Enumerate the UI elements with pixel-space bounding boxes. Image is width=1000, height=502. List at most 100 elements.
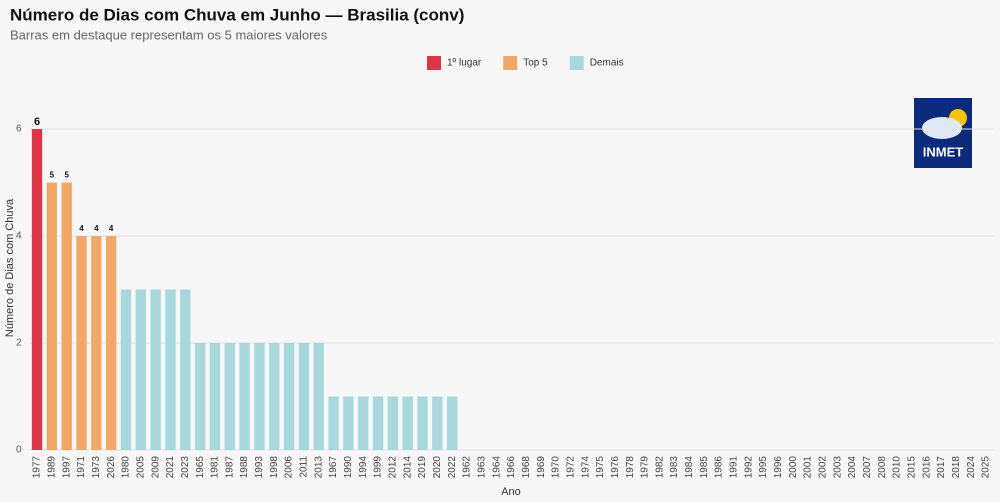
x-tick-label: 1983 xyxy=(669,456,680,479)
bar xyxy=(91,236,102,450)
x-tick-label: 2020 xyxy=(432,456,443,479)
x-tick-label: 1993 xyxy=(254,456,265,479)
legend-swatch xyxy=(427,56,441,70)
bar xyxy=(165,289,176,450)
bar xyxy=(446,396,458,450)
x-tick-label: 2009 xyxy=(150,456,161,479)
bar xyxy=(239,343,250,450)
legend-label: Demais xyxy=(590,58,624,69)
logo: INMET xyxy=(914,98,972,168)
x-tick-label: 2003 xyxy=(832,456,843,479)
bar xyxy=(194,343,206,450)
x-tick-label: 1985 xyxy=(699,456,710,479)
x-tick-label: 2002 xyxy=(818,456,829,479)
bar xyxy=(76,236,87,450)
bar xyxy=(328,396,339,450)
legend-label: Top 5 xyxy=(523,58,548,69)
x-tick-label: 1979 xyxy=(640,456,651,479)
x-tick-label: 1972 xyxy=(565,456,576,479)
x-tick-label: 1976 xyxy=(610,456,621,479)
data-label: 4 xyxy=(79,224,84,233)
x-tick-label: 1969 xyxy=(536,456,547,479)
x-tick-label: 2001 xyxy=(803,456,814,479)
logo-text: INMET xyxy=(923,144,964,159)
x-tick-label: 2004 xyxy=(847,456,858,479)
x-tick-label: 1966 xyxy=(506,456,517,479)
data-label: 6 xyxy=(34,116,40,128)
x-tick-label: 2023 xyxy=(180,456,191,479)
x-tick-label: 1967 xyxy=(328,456,339,479)
bar xyxy=(31,129,43,451)
x-tick-label: 1980 xyxy=(121,456,132,479)
x-tick-label: 1995 xyxy=(758,456,769,479)
x-tick-label: 1965 xyxy=(195,456,206,479)
y-tick-label: 4 xyxy=(16,231,22,242)
x-tick-label: 2014 xyxy=(402,456,413,479)
data-label: 4 xyxy=(94,224,99,233)
x-tick-label: 1997 xyxy=(61,456,72,479)
logo-cloud xyxy=(922,117,962,139)
x-tick-label: 1974 xyxy=(580,456,591,479)
x-tick-label: 1990 xyxy=(343,456,354,479)
x-tick-label: 1996 xyxy=(773,456,784,479)
x-tick-label: 2026 xyxy=(106,456,117,479)
x-tick-label: 1962 xyxy=(462,456,473,479)
bar xyxy=(46,182,58,451)
bar xyxy=(269,343,280,450)
x-tick-label: 1977 xyxy=(32,456,43,479)
x-tick-label: 2011 xyxy=(299,456,310,478)
x-tick-label: 1968 xyxy=(521,456,532,479)
x-tick-label: 2012 xyxy=(388,456,399,479)
x-axis-label: Ano xyxy=(501,486,521,498)
x-tick-label: 2022 xyxy=(447,456,458,479)
x-tick-label: 2017 xyxy=(936,456,947,479)
x-tick-label: 2024 xyxy=(966,456,977,479)
x-tick-label: 1986 xyxy=(714,456,725,479)
legend-swatch xyxy=(569,56,584,70)
x-tick-label: 2015 xyxy=(906,456,917,479)
bar xyxy=(283,343,295,450)
x-tick-label: 1970 xyxy=(551,456,562,479)
x-tick-label: 1984 xyxy=(684,456,695,479)
x-tick-label: 1975 xyxy=(595,456,606,479)
x-tick-label: 1971 xyxy=(76,456,87,479)
x-tick-label: 2000 xyxy=(788,456,799,479)
data-label: 5 xyxy=(50,171,55,180)
bar xyxy=(105,236,117,450)
x-tick-label: 2013 xyxy=(313,456,324,479)
bar xyxy=(313,343,324,450)
x-tick-label: 2006 xyxy=(284,456,295,479)
bar xyxy=(180,289,191,450)
data-label: 5 xyxy=(64,171,69,180)
bar xyxy=(254,343,265,450)
bar xyxy=(298,343,310,450)
x-tick-label: 1982 xyxy=(654,456,665,479)
x-tick-label: 2007 xyxy=(862,456,873,479)
y-tick-label: 0 xyxy=(16,445,22,456)
bar xyxy=(358,396,369,450)
bar xyxy=(120,289,132,450)
x-tick-label: 2005 xyxy=(135,456,146,479)
bar xyxy=(150,289,161,450)
bar xyxy=(402,396,413,450)
bar xyxy=(343,396,354,450)
x-tick-label: 2025 xyxy=(981,456,992,479)
x-tick-label: 1988 xyxy=(239,456,250,479)
bar xyxy=(387,396,399,450)
legend-label: 1º lugar xyxy=(447,58,482,69)
x-tick-label: 1963 xyxy=(476,456,487,479)
bar xyxy=(224,343,235,450)
x-tick-label: 1991 xyxy=(729,456,740,479)
x-tick-label: 1998 xyxy=(269,456,280,479)
x-tick-label: 2019 xyxy=(417,456,428,479)
chart-subtitle: Barras em destaque representam os 5 maio… xyxy=(10,27,328,42)
y-axis-label: Número de Dias com Chuva xyxy=(4,198,16,337)
x-tick-label: 1992 xyxy=(743,456,754,479)
x-tick-label: 1999 xyxy=(373,456,384,479)
x-tick-label: 1994 xyxy=(358,456,369,479)
x-tick-label: 1987 xyxy=(224,456,235,479)
chart-title: Número de Dias com Chuva em Junho — Bras… xyxy=(10,5,464,24)
bar xyxy=(135,289,146,450)
x-tick-label: 1978 xyxy=(625,456,636,479)
